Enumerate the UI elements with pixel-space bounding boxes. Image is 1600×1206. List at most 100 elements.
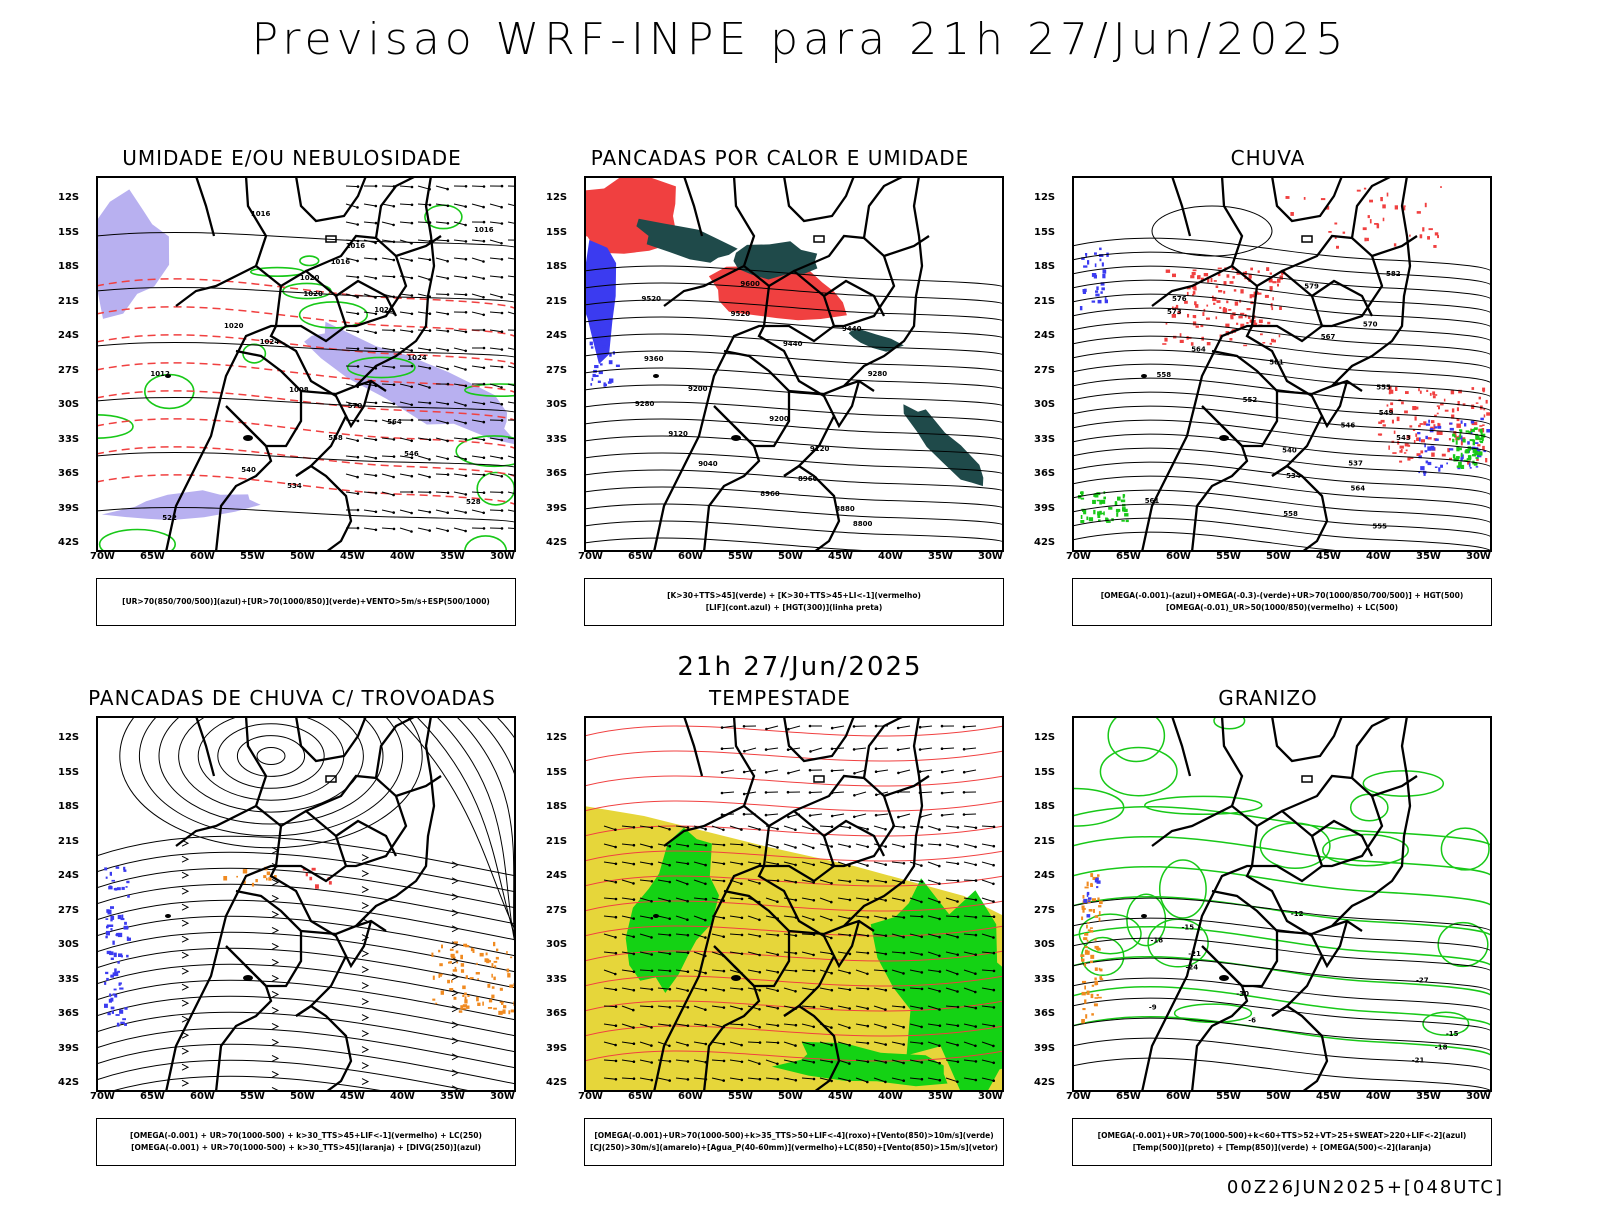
contour-label: -15 <box>1446 1030 1459 1038</box>
lat-tick-label: 15S <box>1034 767 1055 778</box>
contour-label: 9120 <box>668 430 688 438</box>
lon-tick-label: 40W <box>1366 1091 1391 1102</box>
lon-tick-label: 45W <box>828 551 853 562</box>
lat-tick-label: 21S <box>546 836 567 847</box>
contour-label: -9 <box>1149 1003 1157 1011</box>
panel-title: CHUVA <box>1028 146 1508 170</box>
lat-tick-label: 39S <box>58 503 79 514</box>
contour-label: 567 <box>1321 333 1336 341</box>
contour-label: 534 <box>287 482 302 490</box>
lon-tick-label: 65W <box>1116 551 1141 562</box>
contour-label: 1020 <box>303 290 323 298</box>
contour-label: 573 <box>1167 308 1182 316</box>
forecast-map <box>584 716 1004 1092</box>
lat-tick-label: 36S <box>1034 468 1055 479</box>
contour-label: 540 <box>1282 447 1297 455</box>
lat-tick-label: 15S <box>546 227 567 238</box>
lat-tick-label: 39S <box>1034 503 1055 514</box>
contour-label: 1020 <box>224 322 244 330</box>
legend-box: [K>30+TTS>45](verde) + [K>30+TTS>45+LI<-… <box>584 578 1004 626</box>
forecast-map: -12-15-18-21-24-27-30-9-6-15-18-21 <box>1072 716 1492 1092</box>
lon-tick-label: 60W <box>1166 551 1191 562</box>
lon-tick-label: 65W <box>628 551 653 562</box>
lat-tick-label: 27S <box>1034 905 1055 916</box>
lat-tick-label: 12S <box>546 732 567 743</box>
lat-tick-label: 36S <box>58 468 79 479</box>
lon-tick-label: 65W <box>1116 1091 1141 1102</box>
lat-tick-label: 42S <box>1034 537 1055 548</box>
contour-label: -18 <box>1151 937 1164 945</box>
lat-tick-label: 30S <box>58 939 79 950</box>
contour-label: 9280 <box>635 400 655 408</box>
contour-label: 543 <box>1396 434 1411 442</box>
lat-tick-label: 30S <box>546 939 567 950</box>
lon-tick-label: 70W <box>90 1091 115 1102</box>
lat-tick-label: 33S <box>1034 434 1055 445</box>
lon-tick-label: 65W <box>140 1091 165 1102</box>
lon-tick-label: 60W <box>678 551 703 562</box>
lat-tick-label: 24S <box>58 330 79 341</box>
lat-tick-label: 42S <box>1034 1077 1055 1088</box>
lat-tick-label: 42S <box>58 1077 79 1088</box>
lat-tick-label: 30S <box>546 399 567 410</box>
lat-tick-label: 33S <box>58 434 79 445</box>
legend-line: [K>30+TTS>45](verde) + [K>30+TTS>45+LI<-… <box>667 590 921 602</box>
lat-tick-label: 30S <box>58 399 79 410</box>
contour-label: 9200 <box>769 415 789 423</box>
lat-tick-label: 24S <box>1034 330 1055 341</box>
forecast-map <box>96 716 516 1092</box>
lat-tick-label: 24S <box>1034 870 1055 881</box>
contour-label: 1016 <box>474 226 494 234</box>
lon-tick-label: 35W <box>928 1091 953 1102</box>
lat-tick-label: 39S <box>546 503 567 514</box>
lat-tick-label: 12S <box>58 732 79 743</box>
lat-tick-label: 33S <box>58 974 79 985</box>
contour-label: 9600 <box>740 280 760 288</box>
lon-tick-label: 45W <box>828 1091 853 1102</box>
lon-tick-label: 70W <box>90 551 115 562</box>
lon-tick-label: 55W <box>728 551 753 562</box>
lat-tick-label: 12S <box>1034 732 1055 743</box>
lat-tick-label: 18S <box>546 801 567 812</box>
lat-tick-label: 15S <box>58 767 79 778</box>
lon-tick-label: 70W <box>1066 1091 1091 1102</box>
legend-line: [LIF](cont.azul) + [HGT(300)](linha pret… <box>706 602 883 614</box>
panel-title: GRANIZO <box>1028 686 1508 710</box>
lon-tick-label: 65W <box>628 1091 653 1102</box>
lat-tick-label: 33S <box>1034 974 1055 985</box>
lat-tick-label: 21S <box>546 296 567 307</box>
contour-label: 9280 <box>868 370 888 378</box>
lat-tick-label: 30S <box>1034 399 1055 410</box>
lon-tick-label: 30W <box>490 1091 515 1102</box>
lat-tick-label: 36S <box>546 1008 567 1019</box>
lat-tick-label: 12S <box>546 192 567 203</box>
lon-tick-label: 60W <box>190 551 215 562</box>
lon-tick-label: 55W <box>728 1091 753 1102</box>
contour-label: 570 <box>348 402 363 410</box>
contour-label: 564 <box>387 418 402 426</box>
lat-tick-label: 33S <box>546 434 567 445</box>
lon-tick-label: 55W <box>240 1091 265 1102</box>
lat-tick-label: 12S <box>58 192 79 203</box>
lon-tick-label: 35W <box>440 1091 465 1102</box>
lat-tick-label: 24S <box>546 330 567 341</box>
legend-line: [OMEGA(-0.001) + UR>70(1000-500) + k>30_… <box>130 1130 482 1142</box>
contour-label: 9360 <box>644 355 664 363</box>
contour-label: 9440 <box>783 340 803 348</box>
lon-tick-label: 45W <box>340 1091 365 1102</box>
legend-box: [OMEGA(-0.001)-(azul)+OMEGA(-0.3)-(verde… <box>1072 578 1492 626</box>
contour-label: 546 <box>404 450 419 458</box>
contour-label: -6 <box>1248 1017 1256 1025</box>
lon-tick-label: 40W <box>1366 551 1391 562</box>
legend-box: [OMEGA(-0.001)+UR>70(1000-500)+k<60+TTS>… <box>1072 1118 1492 1166</box>
panel-title: PANCADAS POR CALOR E UMIDADE <box>540 146 1020 170</box>
contour-label: 579 <box>1304 283 1319 291</box>
lon-tick-label: 30W <box>490 551 515 562</box>
contour-label: -27 <box>1416 977 1429 985</box>
lon-tick-label: 30W <box>1466 551 1491 562</box>
lon-tick-label: 45W <box>1316 551 1341 562</box>
lat-tick-label: 21S <box>1034 836 1055 847</box>
contour-label: 564 <box>1351 485 1366 493</box>
contour-label: 564 <box>1191 346 1206 354</box>
contour-label: -18 <box>1435 1043 1448 1051</box>
